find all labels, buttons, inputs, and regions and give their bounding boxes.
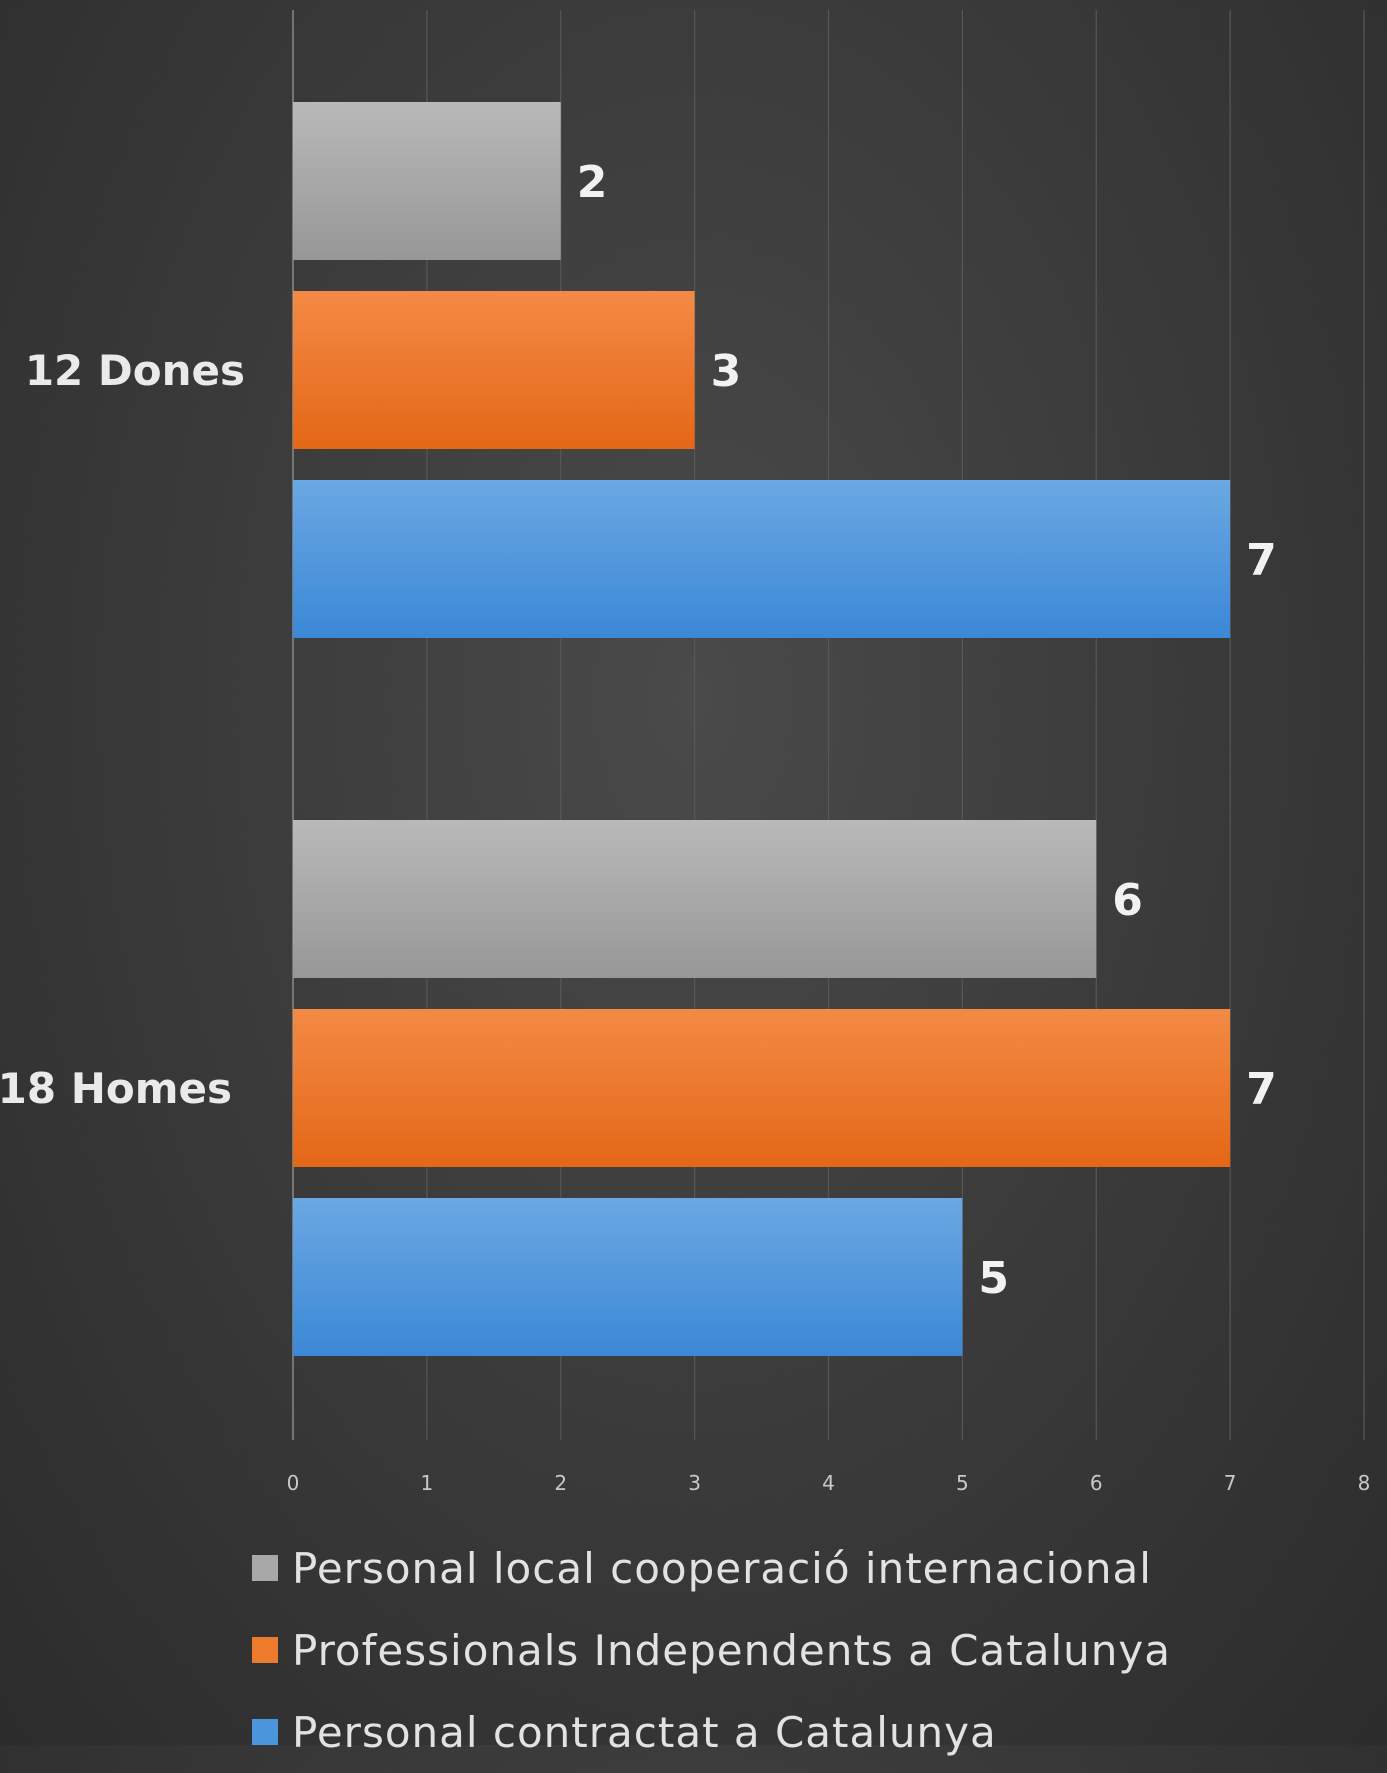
x-tick-label: 1 (421, 1471, 434, 1495)
category-labels: 12 Dones 18 Homes (0, 346, 245, 1113)
x-tick-label: 5 (956, 1471, 969, 1495)
legend-label: Personal local cooperació internacional (292, 1543, 1152, 1593)
bar (293, 1009, 1231, 1167)
legend-swatch (252, 1719, 278, 1745)
category-label: 12 Dones (25, 346, 245, 395)
data-label: 7 (1246, 1064, 1277, 1115)
legend-item-personal-contractat: Personal contractat a Catalunya (252, 1691, 1171, 1773)
bar (293, 102, 561, 260)
bars (293, 102, 1231, 1356)
x-tick-label: 7 (1224, 1471, 1237, 1495)
data-labels: 2 3 7 6 7 5 (577, 157, 1277, 1304)
data-label: 6 (1112, 875, 1143, 926)
data-label: 3 (711, 346, 742, 397)
category-label: 18 Homes (0, 1064, 232, 1113)
bar (293, 291, 695, 449)
data-label: 5 (978, 1253, 1009, 1304)
x-tick-labels: 0 1 2 3 4 5 6 7 8 (287, 1471, 1371, 1495)
x-tick-label: 6 (1090, 1471, 1103, 1495)
legend-swatch (252, 1555, 278, 1581)
legend-label: Personal contractat a Catalunya (292, 1707, 997, 1757)
x-tick-label: 3 (688, 1471, 701, 1495)
bar (293, 820, 1097, 978)
legend-item-professionals-independents: Professionals Independents a Catalunya (252, 1609, 1171, 1691)
legend: Personal local cooperació internacional … (252, 1527, 1171, 1773)
x-tick-label: 4 (822, 1471, 835, 1495)
data-label: 7 (1246, 535, 1277, 586)
x-tick-label: 8 (1358, 1471, 1371, 1495)
legend-label: Professionals Independents a Catalunya (292, 1625, 1171, 1675)
bar (293, 480, 1231, 638)
x-tick-label: 0 (287, 1471, 300, 1495)
data-label: 2 (577, 157, 608, 208)
x-tick-label: 2 (554, 1471, 567, 1495)
bar (293, 1198, 963, 1356)
legend-item-personal-local: Personal local cooperació internacional (252, 1527, 1171, 1609)
legend-swatch (252, 1637, 278, 1663)
